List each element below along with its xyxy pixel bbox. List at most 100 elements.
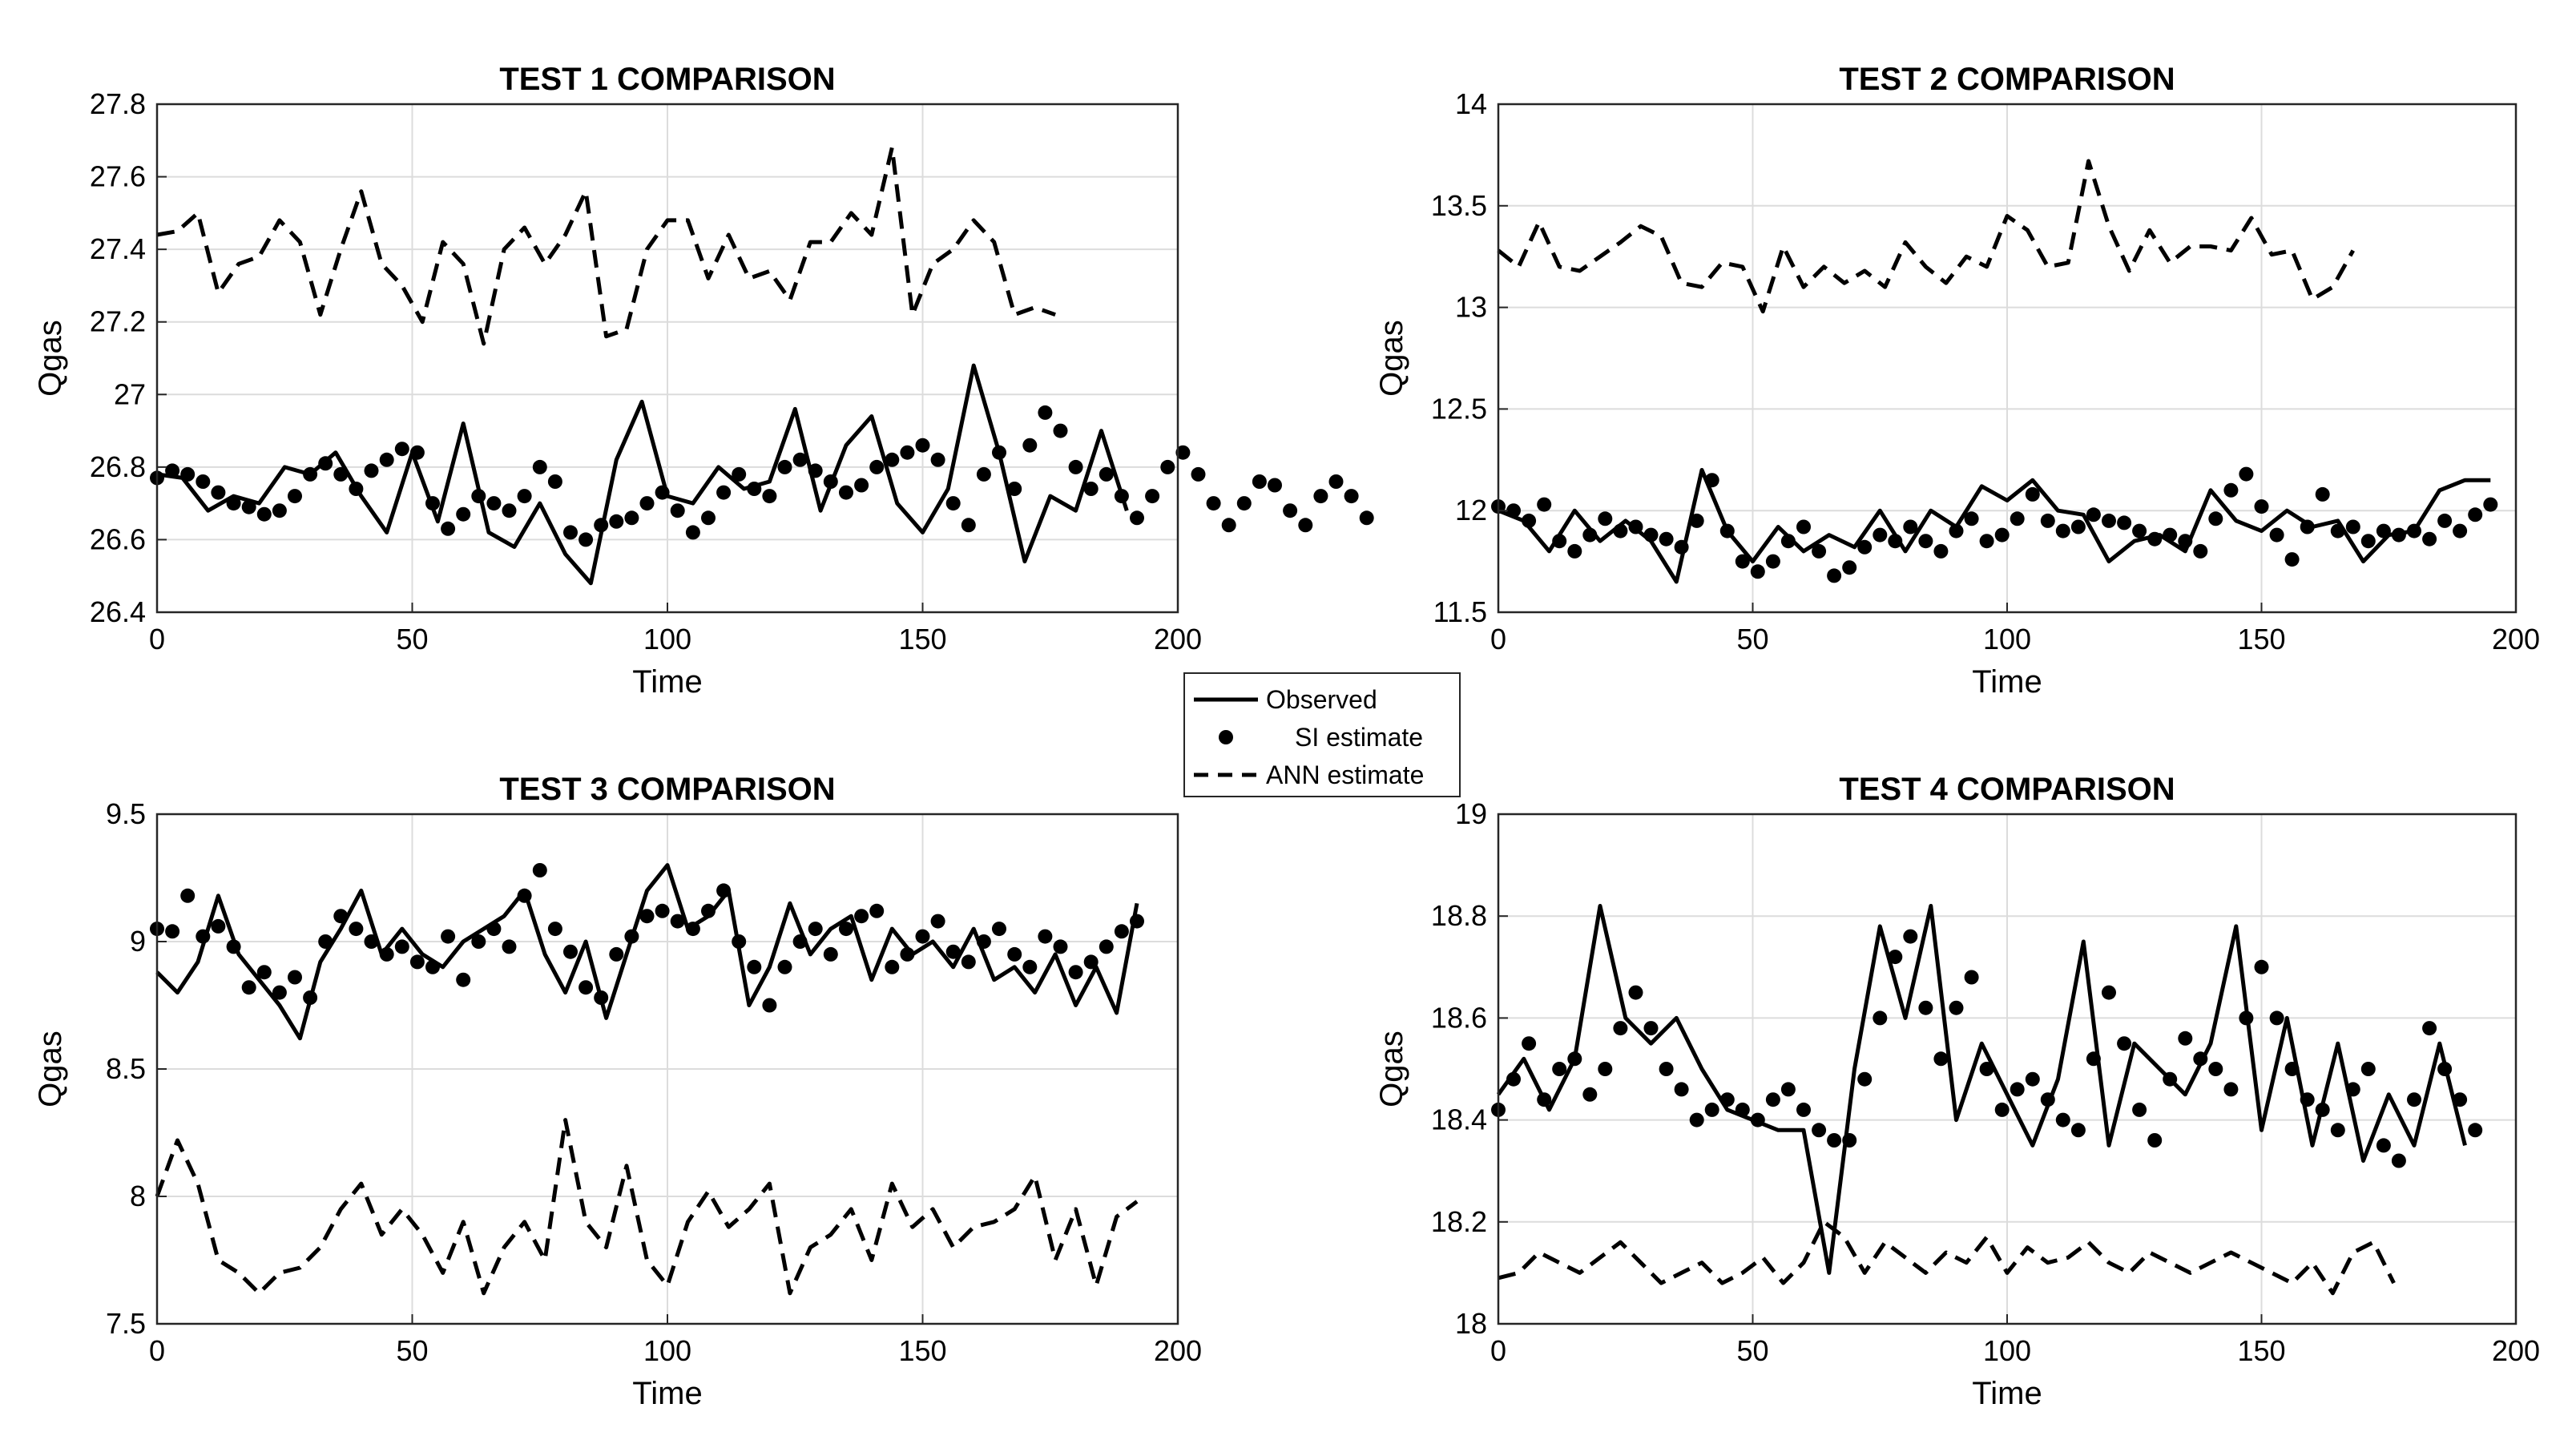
si-estimate-point	[1796, 1102, 1811, 1117]
x-tick-label: 100	[643, 1334, 691, 1367]
si-estimate-point	[1812, 543, 1827, 559]
si-estimate-point	[486, 496, 502, 511]
si-estimate-point	[379, 452, 394, 467]
si-estimate-point	[288, 489, 302, 504]
y-tick-label: 27	[114, 377, 146, 410]
x-tick-label: 100	[643, 623, 691, 655]
si-estimate-point	[1007, 946, 1022, 962]
si-estimate-point	[701, 510, 716, 526]
si-estimate-point	[808, 922, 823, 937]
si-estimate-point	[1130, 510, 1144, 526]
si-estimate-point	[869, 459, 885, 474]
si-estimate-point	[1552, 1062, 1567, 1076]
si-estimate-point	[256, 965, 272, 980]
si-estimate-point	[1506, 503, 1521, 518]
si-estimate-point	[1099, 939, 1114, 954]
si-estimate-point	[1344, 489, 1359, 504]
si-estimate-point	[2391, 1153, 2406, 1168]
si-estimate-point	[2330, 523, 2345, 538]
y-axis-label: Qgas	[33, 320, 68, 397]
si-estimate-point	[563, 525, 578, 540]
si-estimate-point	[180, 466, 196, 482]
si-estimate-point	[2163, 527, 2178, 543]
si-estimate-point	[792, 452, 808, 467]
si-estimate-point	[716, 883, 732, 898]
si-estimate-point	[2040, 513, 2055, 528]
si-estimate-point	[1613, 1021, 1628, 1036]
si-estimate-point	[976, 934, 991, 949]
si-estimate-point	[2360, 1062, 2376, 1076]
legend-si-swatch	[1219, 730, 1233, 744]
series-si-estimate	[1491, 929, 2483, 1168]
y-tick-label: 18.6	[1431, 1001, 1487, 1034]
si-estimate-point	[885, 959, 900, 974]
si-estimate-point	[394, 939, 409, 954]
si-estimate-point	[196, 929, 211, 944]
y-tick-label: 9.5	[106, 797, 146, 830]
si-estimate-point	[1765, 1092, 1780, 1107]
si-estimate-point	[869, 903, 885, 918]
x-tick-label: 0	[149, 1334, 165, 1367]
si-estimate-point	[685, 525, 700, 540]
si-estimate-point	[839, 922, 853, 937]
si-estimate-point	[578, 980, 594, 995]
si-estimate-point	[256, 506, 272, 522]
si-estimate-point	[2086, 1051, 2101, 1067]
y-tick-label: 27.6	[90, 160, 146, 193]
si-estimate-point	[409, 445, 425, 460]
si-estimate-point	[1735, 554, 1750, 569]
x-tick-label: 150	[898, 623, 946, 655]
si-estimate-point	[409, 954, 425, 970]
legend-si-label: SI estimate	[1295, 723, 1423, 752]
si-estimate-point	[2254, 499, 2269, 514]
si-estimate-point	[1053, 423, 1068, 438]
si-estimate-point	[2345, 519, 2360, 534]
si-estimate-point	[1827, 568, 1842, 583]
si-estimate-point	[2117, 515, 2132, 530]
si-estimate-point	[639, 496, 655, 511]
y-tick-label: 7.5	[106, 1307, 146, 1340]
si-estimate-point	[639, 909, 655, 924]
si-estimate-point	[1298, 518, 1313, 533]
si-estimate-point	[655, 485, 670, 500]
si-estimate-point	[1582, 527, 1598, 543]
x-tick-label: 50	[396, 623, 428, 655]
si-estimate-point	[1964, 511, 1979, 526]
si-estimate-point	[1857, 539, 1873, 555]
si-estimate-point	[1567, 543, 1582, 559]
si-estimate-point	[1145, 489, 1160, 504]
si-estimate-point	[2178, 534, 2193, 549]
si-estimate-point	[2102, 985, 2116, 1000]
si-estimate-point	[1598, 511, 1613, 526]
y-axis-label: Qgas	[1374, 1031, 1409, 1107]
si-estimate-point	[1933, 1051, 1949, 1067]
si-estimate-point	[2223, 1082, 2239, 1097]
si-estimate-point	[2300, 1092, 2315, 1107]
si-estimate-point	[1598, 1062, 1613, 1076]
si-estimate-point	[2117, 1036, 2132, 1051]
si-estimate-point	[1038, 929, 1053, 944]
si-estimate-point	[425, 959, 440, 974]
si-estimate-point	[670, 503, 685, 518]
si-estimate-point	[1964, 970, 1979, 985]
si-estimate-point	[2223, 482, 2239, 498]
si-estimate-point	[2315, 486, 2330, 502]
series-ann-estimate-line	[1498, 1220, 2396, 1296]
si-estimate-point	[1283, 503, 1298, 518]
si-estimate-point	[2147, 531, 2163, 547]
si-estimate-point	[364, 463, 379, 478]
si-estimate-point	[1083, 482, 1099, 496]
si-estimate-point	[701, 903, 716, 918]
si-estimate-point	[2269, 527, 2284, 543]
si-estimate-point	[180, 888, 196, 903]
si-estimate-point	[1842, 560, 1857, 575]
si-estimate-point	[1099, 466, 1114, 482]
si-estimate-point	[2269, 1010, 2284, 1026]
x-tick-label: 200	[1154, 1334, 1202, 1367]
si-estimate-point	[1750, 564, 1765, 579]
si-estimate-point	[1719, 1092, 1735, 1107]
si-estimate-point	[854, 478, 869, 493]
si-estimate-point	[1022, 959, 1038, 974]
si-estimate-point	[2376, 523, 2391, 538]
si-estimate-point	[1796, 519, 1811, 534]
